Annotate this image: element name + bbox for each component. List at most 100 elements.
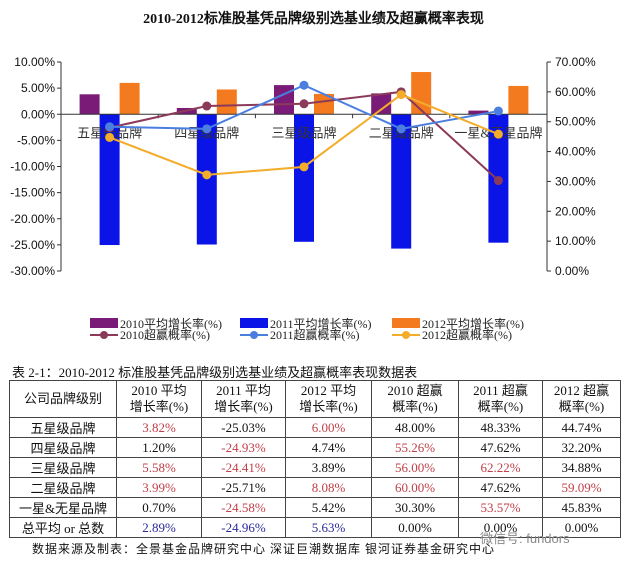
point-2011 [396, 124, 406, 134]
point-2012 [105, 132, 115, 142]
point-2011 [299, 80, 309, 90]
column-header: 2011 超赢 概率(%) [458, 380, 543, 418]
legend-label: 2010超赢概率(%) [120, 327, 210, 342]
header-text: 概率(%) [392, 399, 438, 414]
table-cell: 48.33% [458, 417, 543, 438]
bar-2011 [99, 114, 120, 246]
legend-label: 2010平均增长率(%) [120, 316, 222, 331]
bar-2012 [314, 93, 334, 115]
table-cell: 5.58% [116, 457, 202, 478]
header-text: 概率(%) [558, 399, 605, 414]
table-cell: 6.00% [285, 417, 372, 438]
table-cell: 34.88% [542, 457, 621, 478]
table-cell: 55.26% [371, 437, 459, 458]
right-tick-label: 60.00% [555, 85, 596, 99]
table-cell: 1.20% [116, 437, 202, 458]
column-header: 2010 超赢 概率(%) [371, 380, 459, 418]
column-header: 2012 平均 增长率(%) [285, 380, 372, 418]
left-tick-label: -30.00% [10, 264, 55, 278]
table-cell: 30.30% [371, 497, 459, 518]
table-cell: 4.74% [285, 437, 372, 458]
table-header-row: 公司品牌级别 2010 平均 增长率(%) 2011 平均 增长率(%) 2012 平均增… [9, 380, 621, 418]
column-header: 2010 平均 增长率(%) [116, 380, 202, 418]
bar-2012 [411, 72, 432, 115]
left-tick-label: -5.00% [17, 133, 55, 147]
left-tick-label: -10.00% [10, 160, 55, 174]
table-cell: 3.82% [116, 417, 202, 438]
row-label: 三星级品牌 [9, 457, 117, 478]
table-row: 五星级品牌 3.82% -25.03% 6.00% 48.00% 48.33% 44.74% [9, 417, 621, 438]
table-cell: 8.08% [285, 477, 372, 498]
bar-2010 [468, 110, 489, 115]
table-cell: 56.00% [371, 457, 459, 478]
header-text: 2010 平均 [131, 383, 187, 398]
row-label: 四星级品牌 [9, 437, 117, 458]
table-cell: 0.70% [116, 497, 202, 518]
legend-marker [100, 331, 108, 339]
left-tick-label: -25.00% [10, 238, 55, 252]
legend-label: 2011平均增长率(%) [270, 316, 372, 331]
category-label: 五星级品牌 [77, 125, 142, 140]
header-text: 公司品牌级别 [23, 391, 102, 406]
header-text: 2012 平均 [300, 383, 357, 398]
column-header: 公司品牌级别 [9, 380, 117, 418]
table-cell: 3.89% [285, 457, 372, 478]
table-cell: 60.00% [371, 477, 459, 498]
header-text: 2010 超赢 [387, 383, 443, 398]
table-cell: 0.00% [371, 517, 459, 538]
data-table: 公司品牌级别 2010 平均 增长率(%) 2011 平均 增长率(%) 2012 平均增… [9, 380, 621, 538]
table-cell: 32.20% [542, 437, 621, 458]
table-row: 二星级品牌 3.99% -25.71% 8.08% 60.00% 47.62% 59.09% [9, 477, 621, 498]
table-row: 一星&无星品牌 0.70% -24.58% 5.42% 30.30% 53.57% 45.8… [9, 497, 621, 518]
table-row: 三星级品牌 5.58% -24.41% 3.89% 56.00% 62.22% 34.88% [9, 457, 621, 478]
table-cell: 5.42% [285, 497, 372, 518]
right-tick-label: 30.00% [555, 174, 596, 188]
source-note: 数据来源及制表：全景基金品牌研究中心 深证巨潮数据库 银河证券基金研究中心 [32, 542, 496, 556]
table-cell: -25.71% [201, 477, 286, 498]
table-cell: 53.57% [458, 497, 543, 518]
point-2011 [493, 106, 503, 116]
table-cell: 47.62% [458, 437, 543, 458]
bar-2010 [79, 94, 100, 115]
bar-2012 [216, 89, 237, 115]
legend-marker [250, 331, 258, 339]
header-text: 增长率(%) [129, 399, 189, 414]
bar-2012 [119, 82, 140, 115]
table-cell: 48.00% [371, 417, 459, 438]
header-text: 增长率(%) [214, 399, 273, 414]
table-cell: 5.63% [285, 517, 372, 538]
point-2012 [396, 90, 406, 100]
row-label: 一星&无星品牌 [9, 497, 117, 518]
header-text: 2011 超赢 [473, 383, 528, 398]
table-caption: 表 2-1：2010-2012 标准股基凭品牌级别选基业绩及超赢概率表现数据表 [12, 365, 418, 380]
legend-label: 2012超赢概率(%) [422, 327, 512, 342]
header-text: 增长率(%) [299, 399, 358, 414]
left-tick-label: -20.00% [10, 212, 55, 226]
bar-2010 [371, 93, 392, 115]
point-2012 [299, 162, 309, 172]
point-2012 [202, 170, 212, 180]
column-header: 2011 平均 增长率(%) [201, 380, 286, 418]
bar-2011 [391, 114, 412, 249]
right-tick-label: 70.00% [555, 55, 596, 69]
table-cell: 45.83% [542, 497, 621, 518]
header-text: 2011 平均 [216, 383, 271, 398]
right-tick-label: 10.00% [555, 234, 596, 248]
watermark: 微信号: fundors [480, 531, 570, 546]
left-tick-label: 0.00% [21, 107, 55, 121]
row-label: 总平均 or 总数 [9, 517, 117, 538]
legend-marker [402, 331, 410, 339]
header-text: 概率(%) [477, 399, 524, 414]
bar-2010 [274, 85, 294, 115]
left-tick-label: 10.00% [14, 55, 55, 69]
table-row: 四星级品牌 1.20% -24.93% 4.74% 55.26% 47.62% 32.20% [9, 437, 621, 458]
category-label: 三星级品牌 [271, 125, 336, 140]
point-2010 [202, 101, 212, 111]
table-cell: -24.58% [201, 497, 286, 518]
point-2011 [105, 122, 115, 132]
right-tick-label: 0.00% [555, 264, 589, 278]
table-cell: -25.03% [201, 417, 286, 438]
bar-2012 [508, 85, 529, 115]
right-tick-label: 40.00% [555, 145, 596, 159]
right-tick-label: 50.00% [555, 115, 596, 129]
